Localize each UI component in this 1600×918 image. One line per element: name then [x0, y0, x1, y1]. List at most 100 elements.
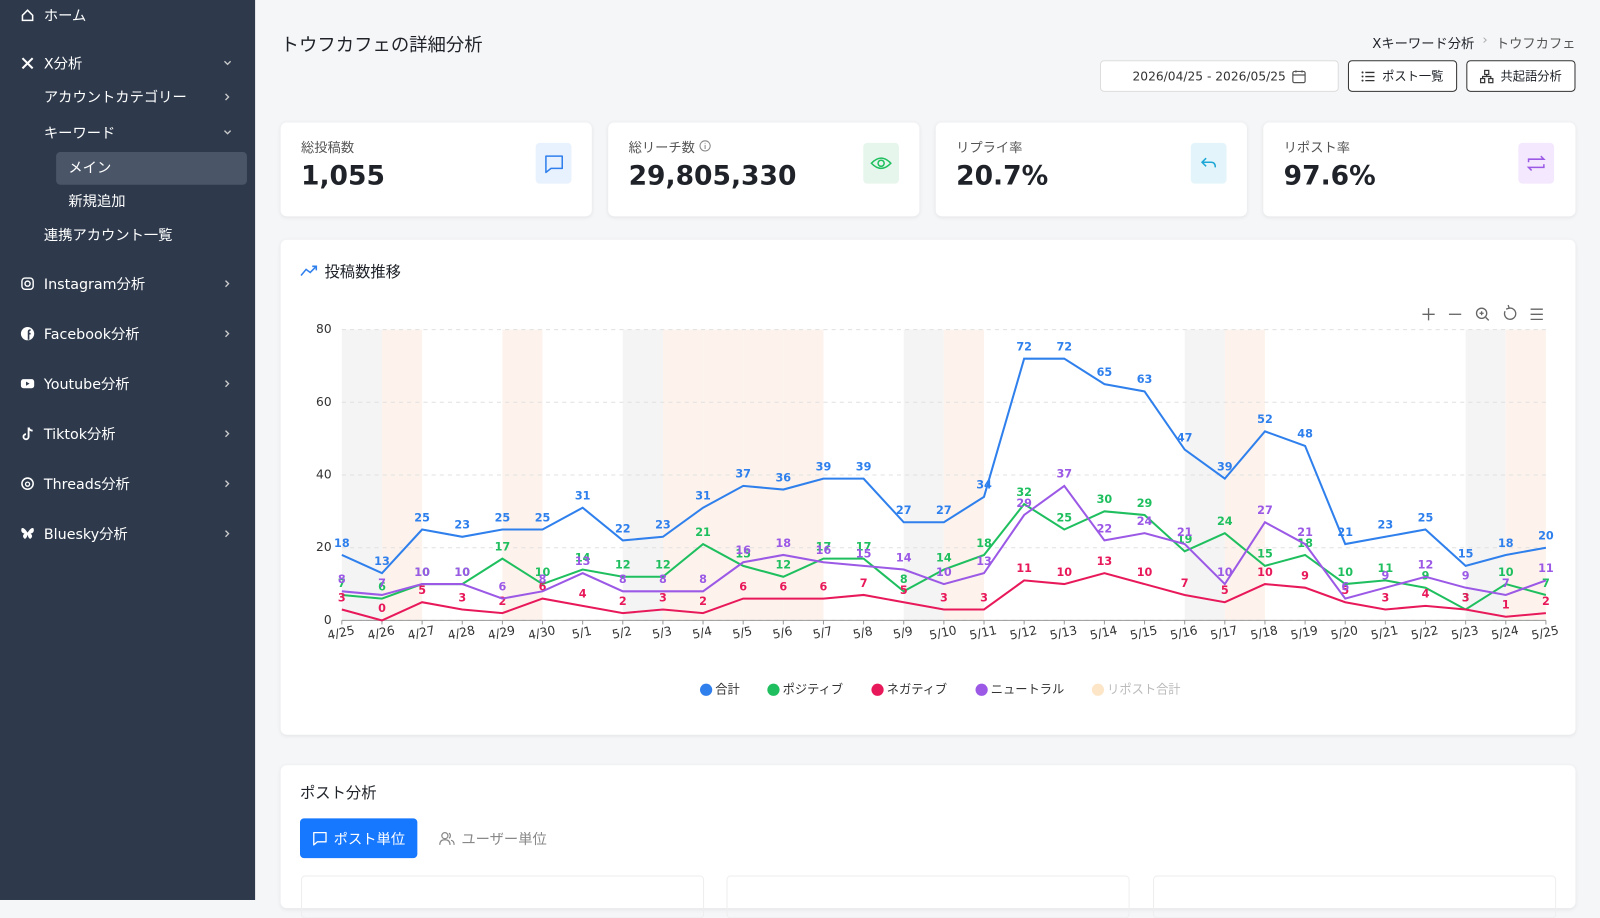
data-label: 63: [1137, 373, 1153, 386]
x-tick-label: 4/30: [527, 623, 557, 642]
kpi-label: リプライ率: [956, 140, 1023, 157]
data-label: 10: [1337, 566, 1353, 579]
nav-item[interactable]: Facebook分析: [43, 326, 140, 343]
nav-item[interactable]: X分析: [43, 56, 83, 73]
data-label: 52: [1257, 413, 1273, 426]
data-label: 25: [1418, 511, 1434, 524]
data-label: 34: [976, 479, 992, 492]
menu[interactable]: [1530, 308, 1543, 321]
tab-label: ユーザー単位: [461, 831, 547, 848]
nav-item[interactable]: Instagram分析: [43, 276, 146, 293]
posts-button[interactable]: ポスト一覧: [1347, 60, 1458, 92]
x-tick-label: 5/17: [1209, 623, 1239, 642]
x-tick-label: 5/2: [611, 624, 633, 642]
tab-icon: [313, 831, 327, 846]
data-label: 10: [414, 566, 430, 579]
legend-swatch: [699, 683, 713, 696]
data-label: 31: [695, 490, 711, 503]
info-icon: [699, 140, 711, 152]
legend-swatch: [767, 683, 780, 696]
data-label: 14: [896, 551, 912, 564]
data-label: 65: [1097, 366, 1113, 379]
series-line: [341, 357, 1547, 575]
legend-item[interactable]: ポジティブ: [767, 681, 843, 696]
data-label: 15: [856, 548, 872, 561]
data-label: 2: [1542, 595, 1550, 608]
data-label: 10: [1217, 566, 1233, 579]
tab-active[interactable]: ポスト単位: [299, 818, 418, 859]
date-picker[interactable]: 2026/04/25 - 2026/05/25: [1099, 60, 1339, 92]
x-tick-label: 5/19: [1289, 623, 1319, 642]
data-label: 15: [735, 548, 751, 561]
nav-item[interactable]: アカウントカテゴリー: [43, 89, 187, 107]
data-label: 2: [498, 595, 506, 608]
legend-item[interactable]: リポスト合計: [1091, 681, 1181, 696]
data-label: 13: [374, 555, 390, 568]
data-label: 10: [535, 566, 551, 579]
data-label: 6: [1341, 580, 1349, 593]
x-tick-label: 5/18: [1249, 623, 1279, 642]
kpi-value: 1,055: [301, 161, 385, 192]
legend-swatch: [1091, 683, 1105, 696]
chevron: [224, 130, 232, 135]
data-label: 29: [1137, 497, 1153, 510]
chart-toolbar: [1422, 304, 1543, 321]
data-label: 32: [1016, 486, 1032, 499]
data-label: 18: [334, 537, 350, 550]
nav-item[interactable]: キーワード: [43, 125, 116, 142]
data-label: 17: [495, 540, 511, 553]
data-label: 7: [860, 577, 868, 590]
data-label: 3: [940, 591, 948, 604]
nav-item[interactable]: Tiktok分析: [43, 426, 116, 443]
data-label: 25: [414, 511, 430, 524]
cooccurrence-button[interactable]: 共起語分析: [1466, 60, 1576, 92]
nav-item[interactable]: ホーム: [43, 8, 87, 25]
legend-label: ネガティブ: [887, 681, 947, 696]
nav-item[interactable]: メイン: [68, 160, 112, 177]
data-label: 15: [1458, 548, 1474, 561]
y-tick-label: 40: [316, 467, 332, 481]
legend-item[interactable]: ニュートラル: [975, 682, 1065, 696]
legend-item[interactable]: 合計: [699, 681, 740, 696]
data-label: 5: [1341, 584, 1349, 597]
x-icon: [21, 57, 34, 70]
data-label: 4: [1422, 588, 1430, 601]
zoom-select[interactable]: [1475, 307, 1490, 321]
data-label: 21: [1297, 526, 1313, 539]
data-label: 10: [414, 566, 430, 579]
legend-label: ニュートラル: [991, 682, 1064, 696]
nav-item[interactable]: 新規追加: [68, 193, 126, 211]
nav-item[interactable]: Bluesky分析: [43, 526, 128, 543]
data-label: 11: [1378, 562, 1394, 575]
x-tick-label: 5/5: [731, 624, 753, 642]
chart-card: 投稿数推移 0 20 40 60 80 4/25 4/26 4/27 4/28 4/29 4/30 5…: [280, 239, 1576, 735]
data-label: 17: [816, 540, 832, 553]
data-label: 17: [856, 540, 872, 553]
nav-item[interactable]: Youtube分析: [43, 376, 130, 393]
breadcrumb-link[interactable]: Xキーワード分析: [1372, 36, 1475, 53]
data-label: 36: [776, 471, 792, 484]
breadcrumb-current: トウフカフェ: [1495, 36, 1576, 53]
data-label: 31: [575, 490, 591, 503]
data-label: 39: [1217, 460, 1233, 473]
data-label: 0: [378, 602, 386, 615]
data-label: 13: [1097, 555, 1113, 568]
data-label: 3: [1381, 591, 1389, 604]
data-label: 47: [1177, 431, 1193, 444]
button-label: 共起語分析: [1500, 69, 1562, 84]
kpi-label-text: 総リーチ数: [628, 140, 695, 157]
data-label: 18: [776, 537, 792, 550]
data-label: 10: [454, 566, 470, 579]
reset[interactable]: [1503, 304, 1517, 320]
nav-item[interactable]: Threads分析: [43, 476, 130, 493]
series-line: [341, 484, 1547, 600]
data-label: 3: [1462, 591, 1470, 604]
nav-item[interactable]: 連携アカウント一覧: [43, 227, 173, 244]
tab[interactable]: ユーザー単位: [432, 818, 554, 858]
kpi-label: 総投稿数: [301, 140, 355, 157]
sub-card: [1153, 875, 1557, 918]
x-tick-label: 5/1: [571, 624, 593, 642]
zoom-in[interactable]: [1422, 308, 1435, 321]
legend-item[interactable]: ネガティブ: [871, 681, 947, 696]
